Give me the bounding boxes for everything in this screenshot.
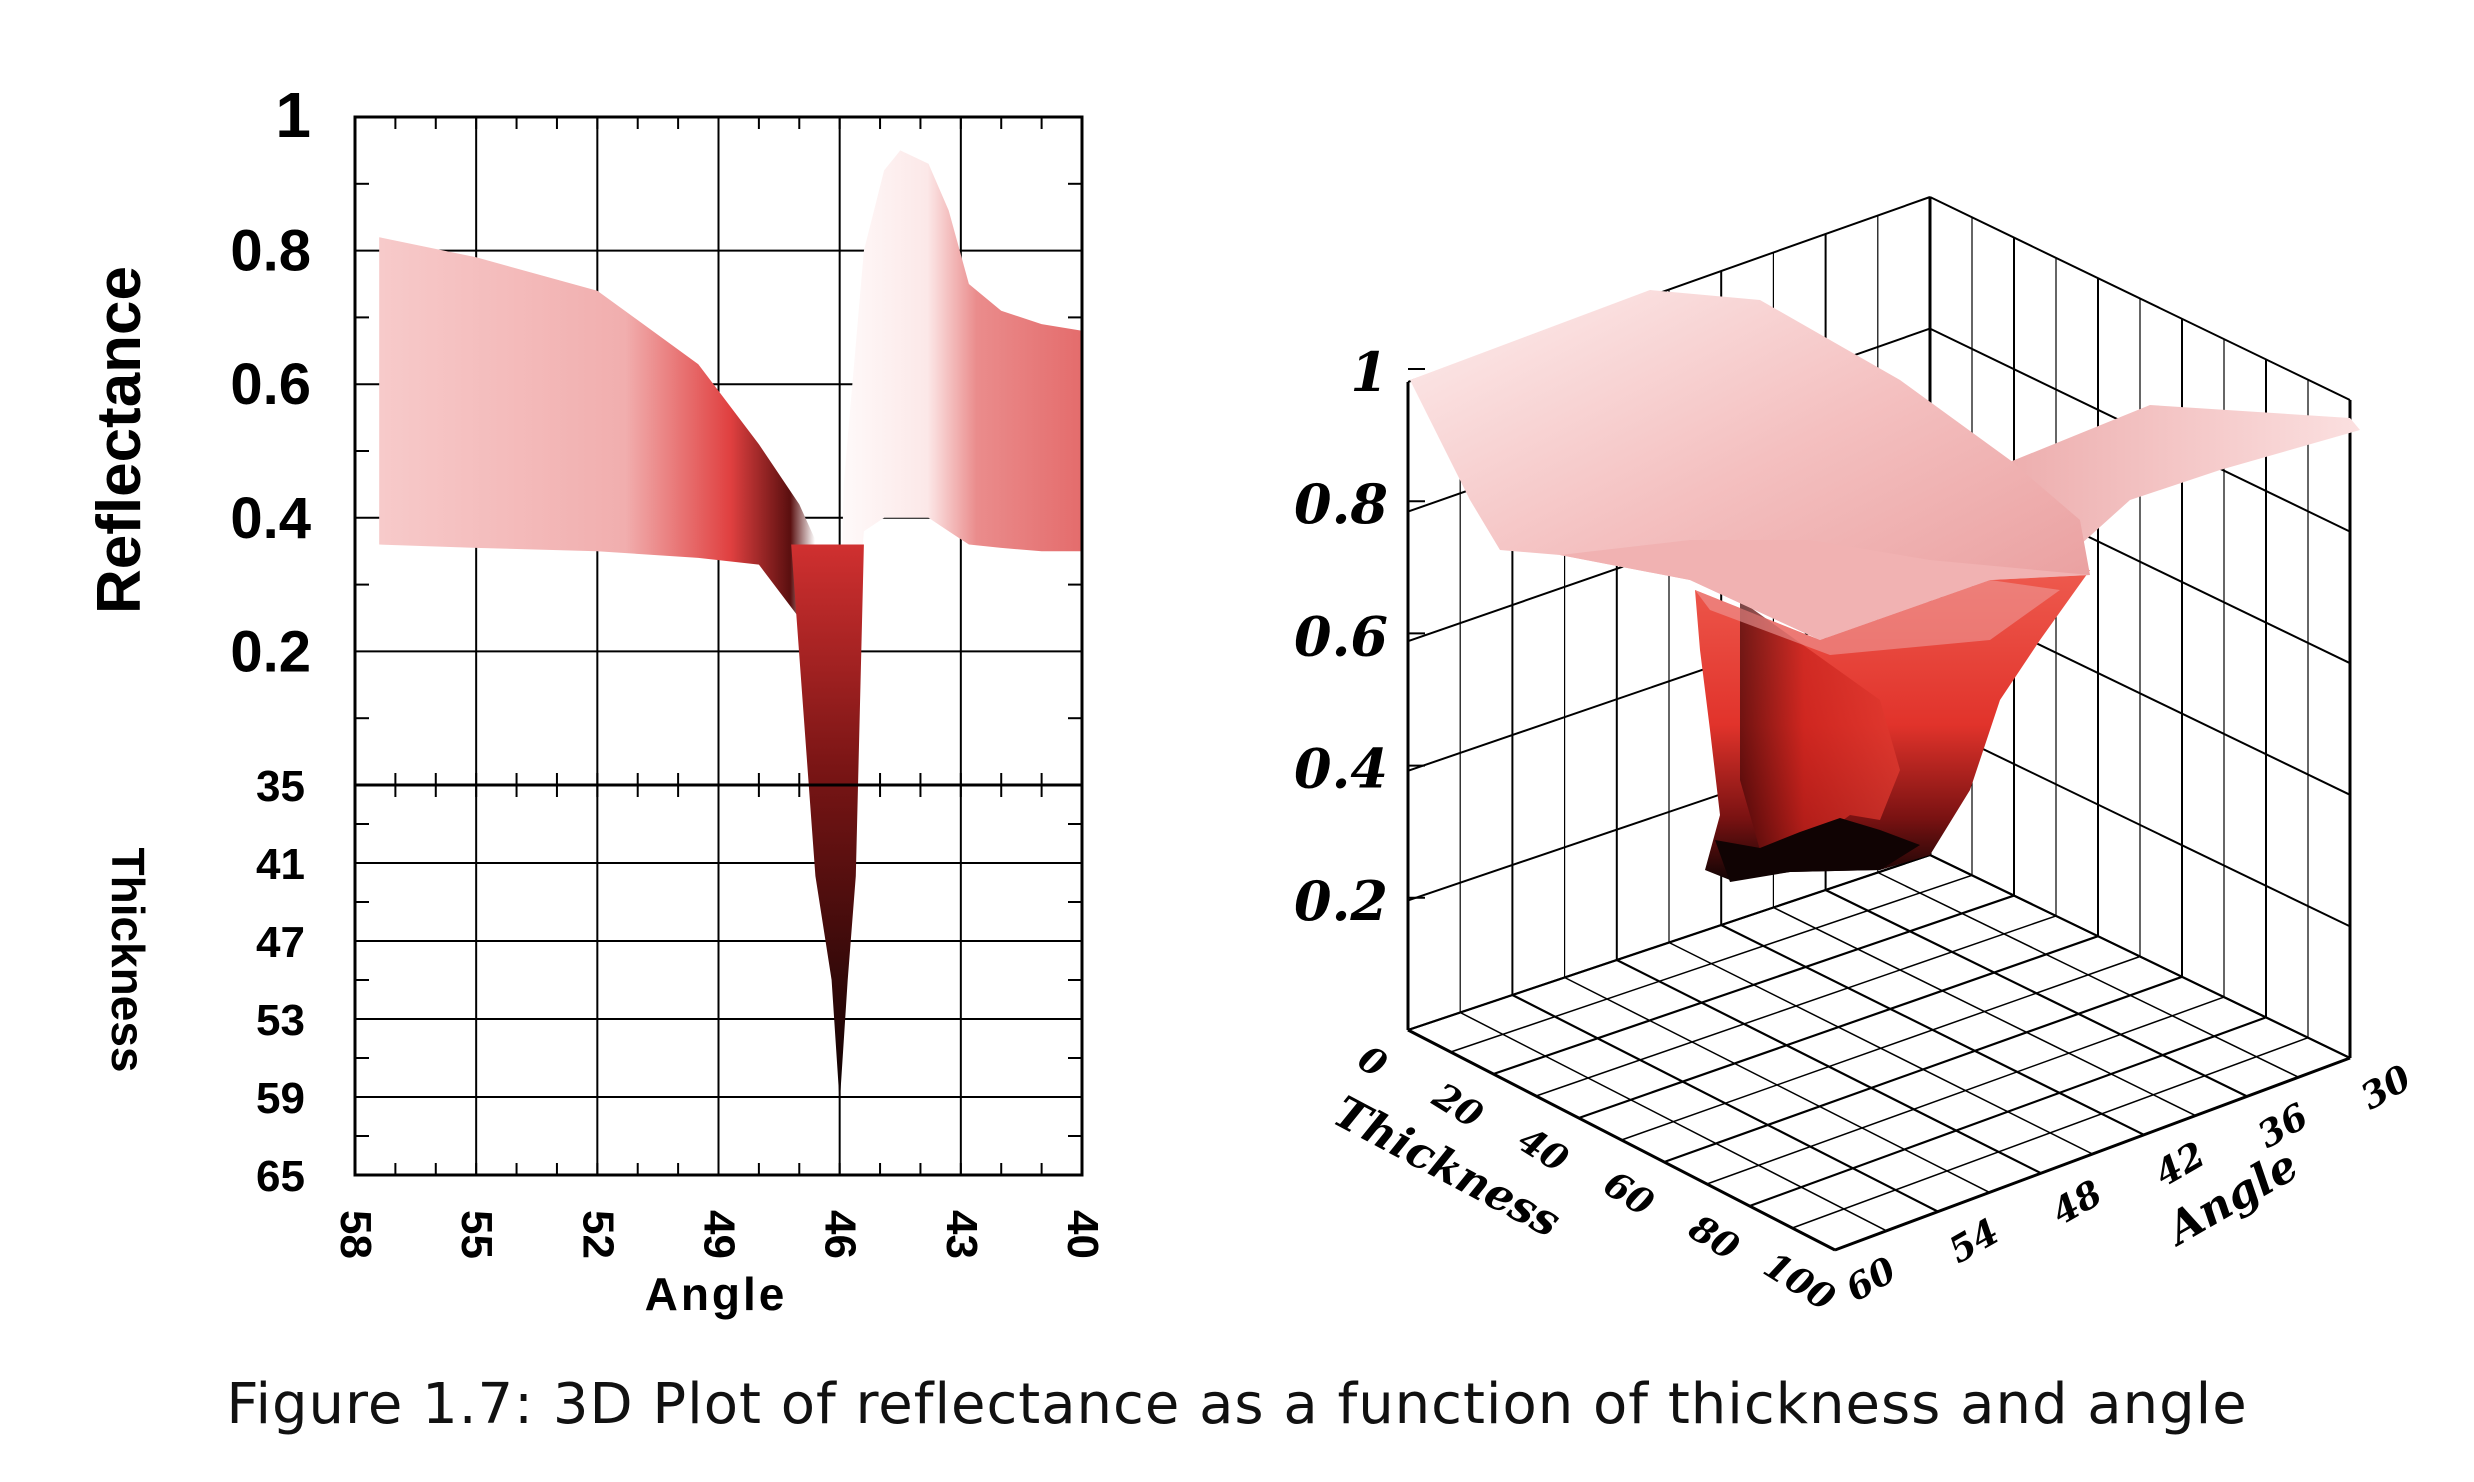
reflectance-tick-label: 0.6	[230, 352, 311, 417]
floor-gridline	[1877, 871, 2299, 1078]
angle-3d-tick-label: 48	[2045, 1172, 2109, 1233]
back-wall-hline	[1929, 722, 2351, 928]
angle-tick-label: 58	[331, 1210, 380, 1259]
reflectance-3d-surface	[1410, 290, 2360, 882]
thickness-3d-tick-label: 80	[1681, 1206, 1747, 1269]
surface-well-inner	[1740, 600, 1900, 850]
z-tick-label: 0.2	[1294, 869, 1388, 933]
floor-grid	[1407, 853, 2351, 1252]
floor-gridline	[1663, 975, 2183, 1164]
thickness-3d-tick-label: 100	[1756, 1244, 1842, 1319]
z-tick-labels: 1 0.8 0.6 0.4 0.2	[1294, 340, 1425, 933]
floor-gridline	[1668, 941, 2093, 1155]
reflectance-surface-projection	[379, 150, 1082, 1104]
reflectance-axis-label: Reflectance	[85, 266, 154, 614]
angle-tick-label: 52	[573, 1210, 622, 1259]
reflectance-tick-label: 0.2	[230, 619, 311, 684]
floor-edge	[1407, 1028, 1836, 1252]
floor-gridline	[1706, 996, 2225, 1185]
thickness-3d-tick-label: 60	[1596, 1163, 1661, 1225]
floor-gridline	[1825, 889, 2248, 1098]
thickness-tick-label: 53	[256, 996, 305, 1045]
reflectance-tick-label: 0.8	[230, 219, 311, 284]
z-tick-label: 0.6	[1294, 604, 1388, 668]
angle-tick-label: 46	[816, 1210, 865, 1259]
z-tick-label: 0.8	[1294, 472, 1388, 536]
floor-gridline	[1792, 1036, 2309, 1229]
thickness-tick-label: 35	[256, 762, 305, 811]
angle-3d-tick-label: 60	[1839, 1249, 1903, 1310]
z-tick-label: 0.4	[1294, 737, 1388, 801]
surface-left-plateau	[1410, 290, 2090, 640]
surface-dip-bottom	[1715, 818, 1920, 882]
thickness-3d-tick-label: 40	[1511, 1119, 1576, 1181]
angle-tick-label: 43	[937, 1210, 986, 1259]
angle-tick-label: 55	[452, 1210, 501, 1259]
left-tick-labels: 1 0.8 0.6 0.4 0.2 35 41 47 53 59 65 58 55 52 49 46 43 40	[230, 79, 1107, 1259]
reflectance-tick-label: 1	[275, 79, 311, 151]
thickness-tick-label: 65	[256, 1152, 305, 1201]
floor-edge	[1834, 1056, 2351, 1252]
reflectance-band	[379, 150, 1082, 785]
angle-tick-label: 49	[695, 1210, 744, 1259]
floor-gridline	[1749, 1016, 2267, 1208]
reflectance-dip	[791, 544, 864, 1104]
thickness-3d-tick-label: 0	[1351, 1037, 1395, 1086]
surface-front-lip	[1695, 580, 2060, 655]
thickness-tick-label: 47	[256, 918, 305, 967]
left-frame	[353, 115, 1084, 1177]
thickness-3d-tick-label: 20	[1425, 1074, 1491, 1137]
floor-gridline	[1773, 906, 2196, 1117]
z-tick-label: 1	[1350, 340, 1388, 404]
surface-ridge	[1560, 540, 2090, 640]
floor-gridline	[1720, 924, 2145, 1136]
back-wall-hline	[1929, 196, 2351, 401]
thickness-tick-label: 41	[256, 840, 305, 889]
floor-gridline	[1929, 854, 2351, 1059]
angle-axis-label: Angle	[645, 1268, 788, 1320]
angle-tick-label: 40	[1058, 1210, 1107, 1259]
angle-3d-tick-label: 30	[2354, 1057, 2418, 1118]
figure-caption: Figure 1.7: 3D Plot of reflectance as a …	[226, 1372, 2248, 1437]
left-plot-border	[353, 115, 1084, 1177]
thickness-tick-label: 59	[256, 1074, 305, 1123]
reflectance-tick-label: 0.4	[230, 486, 311, 551]
thickness-axis-label: Thickness	[102, 848, 154, 1073]
angle-3d-tick-label: 54	[1942, 1210, 2006, 1271]
